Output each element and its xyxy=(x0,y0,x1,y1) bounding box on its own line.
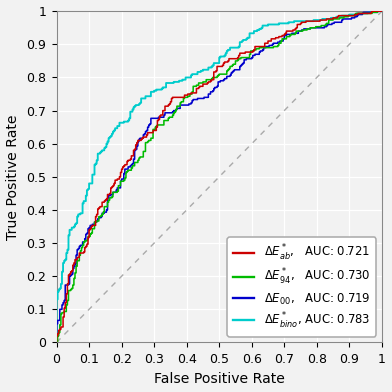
Y-axis label: True Positive Rate: True Positive Rate xyxy=(6,114,20,240)
X-axis label: False Positive Rate: False Positive Rate xyxy=(154,372,285,386)
Legend: $\Delta E^*_{ab}$,   AUC: 0.721, $\Delta E^*_{94}$,   AUC: 0.730, $\Delta E_{00}: $\Delta E^*_{ab}$, AUC: 0.721, $\Delta E… xyxy=(227,237,376,337)
